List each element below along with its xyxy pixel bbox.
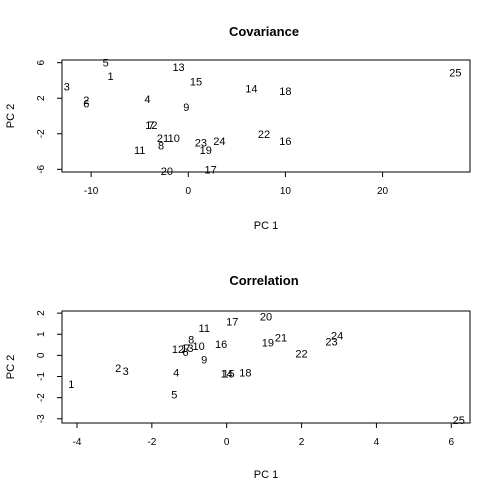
covariance-panel: Covariance -10 0 10 20 -6 -2 2 6 PC 1 PC… — [5, 24, 471, 232]
covariance-title: Covariance — [229, 24, 299, 39]
covariance-point-label: 7 — [148, 120, 154, 132]
correlation-point-label: 19 — [262, 338, 274, 350]
correlation-point-label: 1 — [68, 379, 74, 391]
correlation-point-label: 23 — [325, 337, 337, 349]
correlation-point-label: 22 — [295, 348, 307, 360]
correlation-point-label: 21 — [275, 332, 287, 344]
correlation-point-label: 14 — [221, 368, 233, 380]
correlation-point-label: 24 — [331, 330, 343, 342]
covariance-point-label: 9 — [183, 102, 189, 114]
covariance-y-tick-label: 6 — [36, 59, 47, 65]
covariance-point-label: 14 — [245, 83, 257, 95]
correlation-point-label: 16 — [215, 339, 227, 351]
correlation-x-tick-label: 0 — [224, 437, 230, 448]
correlation-x-axis-label: PC 1 — [254, 469, 278, 481]
correlation-y-tick-label: -1 — [36, 372, 47, 381]
correlation-x-tick-label: 6 — [449, 437, 455, 448]
covariance-point-label: 6 — [83, 99, 89, 111]
covariance-y-tick-label: -6 — [36, 164, 47, 173]
covariance-point-label: 17 — [205, 164, 217, 176]
covariance-point-label: 22 — [258, 129, 270, 141]
covariance-y-axis-label: PC 2 — [5, 104, 17, 128]
correlation-point-label: 3 — [123, 366, 129, 378]
covariance-x-axis: -10 0 10 20 — [84, 186, 389, 197]
correlation-point-label: 17 — [226, 317, 238, 329]
correlation-point-label: 18 — [239, 367, 251, 379]
covariance-point-label: 1 — [108, 71, 114, 83]
correlation-y-tick-label: -2 — [36, 393, 47, 402]
covariance-point-label: 24 — [213, 136, 225, 148]
correlation-y-tick-label: 1 — [36, 331, 47, 337]
correlation-point-label: 6 — [182, 347, 188, 359]
covariance-point-label: 4 — [144, 94, 150, 106]
correlation-y-tick-label: -3 — [36, 414, 47, 423]
covariance-x-tick-label: 10 — [280, 186, 292, 197]
correlation-point-label: 9 — [201, 355, 207, 367]
covariance-point-label: 5 — [103, 58, 109, 70]
covariance-point-label: 18 — [279, 86, 291, 98]
covariance-point-label: 16 — [279, 136, 291, 148]
correlation-point-label: 7 — [184, 343, 190, 355]
correlation-point-label: 10 — [192, 341, 204, 353]
correlation-point-label: 2 — [115, 363, 121, 375]
covariance-x-tick-label: 20 — [377, 186, 389, 197]
correlation-x-tick-label: 2 — [299, 437, 305, 448]
covariance-point-label: 10 — [168, 133, 180, 145]
correlation-panel: Correlation -4 -2 0 2 4 6 -3 -2 -1 0 1 2… — [5, 273, 471, 481]
correlation-x-tick-label: 4 — [374, 437, 380, 448]
correlation-point-label: 11 — [199, 323, 210, 335]
covariance-y-tick-label: 2 — [36, 95, 47, 101]
correlation-point-label: 5 — [171, 389, 177, 401]
correlation-point-label: 15 — [222, 368, 234, 380]
correlation-plot-frame — [61, 310, 471, 424]
correlation-point-label: 25 — [453, 415, 465, 427]
correlation-y-tick-label: 0 — [36, 352, 47, 358]
covariance-point-label: 13 — [172, 62, 184, 74]
covariance-point-label: 2 — [83, 95, 89, 107]
correlation-x-tick-label: -2 — [147, 437, 156, 448]
covariance-point-label: 23 — [195, 138, 207, 150]
correlation-point-label: 8 — [188, 335, 194, 347]
correlation-y-axis: -3 -2 -1 0 1 2 — [36, 310, 47, 423]
correlation-point-label: 20 — [260, 311, 272, 323]
correlation-y-tick-label: 2 — [36, 310, 47, 316]
correlation-y-axis-label: PC 2 — [5, 355, 17, 379]
covariance-y-axis: -6 -2 2 6 — [36, 59, 47, 173]
covariance-point-label: 19 — [200, 145, 212, 157]
correlation-points: 12 3 4567891011121314151617181920212223242… — [68, 311, 465, 427]
covariance-x-tick-label: -10 — [84, 186, 99, 197]
covariance-point-label: 12 — [145, 120, 157, 132]
covariance-point-label: 25 — [449, 67, 461, 79]
covariance-x-axis-label: PC 1 — [254, 220, 278, 232]
correlation-title: Correlation — [229, 273, 298, 288]
covariance-plot-frame — [61, 59, 471, 173]
covariance-point-label: 20 — [161, 166, 173, 178]
correlation-x-axis: -4 -2 0 2 4 6 — [73, 437, 455, 448]
correlation-point-label: 12 — [172, 344, 184, 356]
covariance-point-label: 3 — [64, 82, 70, 94]
correlation-x-tick-label: -4 — [73, 437, 82, 448]
correlation-point-label: 4 — [173, 367, 179, 379]
covariance-point-label: 8 — [158, 140, 164, 152]
covariance-x-tick-label: 0 — [186, 186, 192, 197]
covariance-point-label: 15 — [190, 76, 202, 88]
covariance-point-label: 21 — [157, 133, 169, 145]
covariance-point-label: 11 — [134, 145, 145, 157]
covariance-y-tick-label: -2 — [36, 129, 47, 138]
correlation-point-label: 13 — [181, 343, 193, 355]
